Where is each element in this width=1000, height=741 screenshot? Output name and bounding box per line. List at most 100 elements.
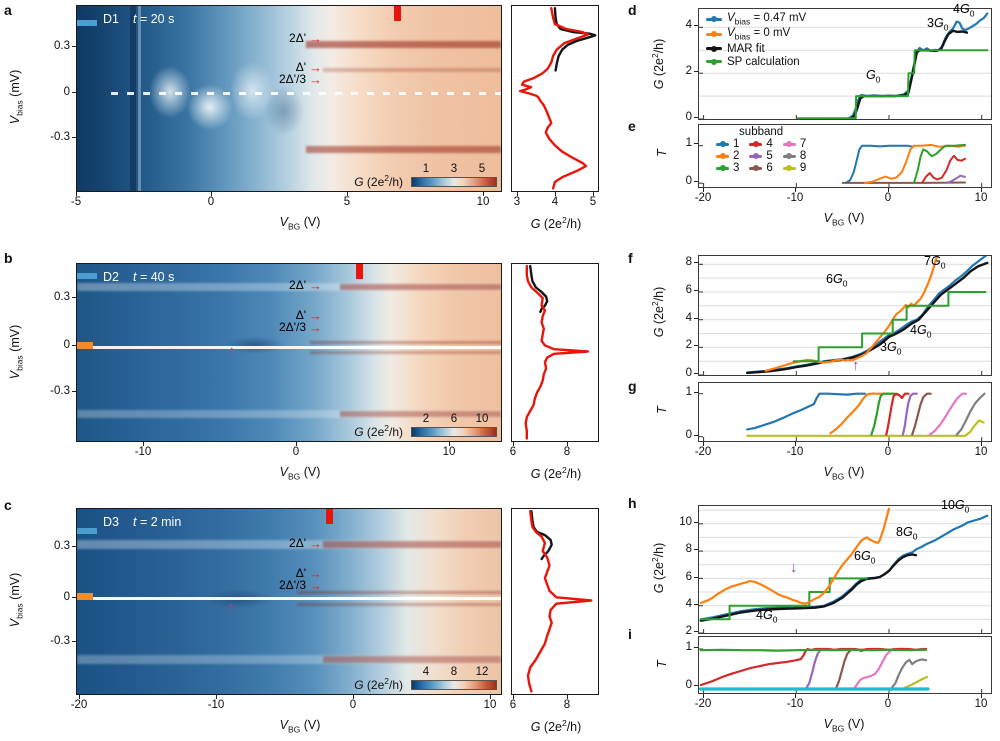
subband-legend: subband 1 4 7 2 5 8 3 6 9 — [716, 126, 806, 174]
g-y-tick: 0 — [662, 429, 699, 441]
c-y-tick: -0.3 — [40, 635, 77, 647]
light-streak — [138, 6, 142, 191]
bias-cut-marker-blue — [77, 528, 97, 534]
zero-bias-line — [77, 346, 501, 349]
legend-item: 3 — [716, 162, 739, 174]
right-arrow-icon: → — [309, 30, 322, 46]
chart-e — [698, 124, 992, 188]
annotation-2delta-thirds: 2Δ'/3 → — [222, 578, 322, 592]
gate-cut-marker-red — [326, 509, 333, 524]
b-y-tick: 0.3 — [40, 291, 77, 303]
colorbar-label: G (2e2/h) — [354, 173, 403, 189]
b-side-x-tick: 6 — [498, 442, 528, 458]
a-x-axis-label: VBG (V) — [279, 215, 321, 232]
device-name: D3 — [103, 515, 119, 529]
h-y-tick: 10 — [662, 516, 699, 528]
annotation-text: 2Δ'/3 — [279, 578, 306, 592]
annotation-text: Δ' — [295, 308, 306, 322]
annotation-delta: Δ' → — [222, 566, 322, 580]
legend-item: MAR fit — [706, 43, 806, 55]
legend-marker — [749, 154, 763, 158]
colorbar-label: G (2e2/h) — [354, 676, 403, 692]
annotation-text: Δ' — [295, 566, 306, 580]
c-y-tick: 0 — [40, 591, 77, 603]
e-x-tick: -20 — [688, 188, 718, 204]
heatmap-c: D3 t = 2 min G (2e2/h) 4 8 12 — [76, 508, 502, 695]
h-y-tick: 4 — [662, 598, 699, 610]
right-arrow-icon: → — [309, 577, 322, 593]
right-arrow-icon: → — [309, 565, 322, 581]
e-x-tick: 10 — [966, 188, 996, 204]
bias-cut-marker-orange — [77, 342, 93, 349]
legend-item: 6 — [749, 162, 773, 174]
mar-band-2dp-neg — [322, 656, 501, 663]
c-x-axis-label: VBG (V) — [279, 718, 321, 735]
b-y-tick: 0 — [40, 339, 77, 351]
colorbar-a: G (2e2/h) 1 3 5 — [354, 163, 497, 189]
device-name: D1 — [103, 12, 119, 26]
panel-letter-c: c — [4, 497, 12, 513]
right-arrow-icon: → — [309, 277, 322, 293]
device-label: D3 t = 2 min — [103, 515, 181, 529]
right-arrow-icon: → — [309, 307, 322, 323]
sub-gap-dark-line — [297, 591, 501, 594]
annotation-text: 2Δ' — [289, 31, 306, 45]
panel-letter-g: g — [628, 378, 637, 394]
annotation-text: 2Δ' — [289, 536, 306, 550]
e-y-tick: 1 — [662, 137, 699, 149]
device-label: D1 t = 20 s — [103, 12, 174, 26]
mar-band-2dp — [305, 41, 501, 48]
c-x-tick: 0 — [338, 695, 368, 711]
bias-cut-marker-blue — [77, 273, 97, 279]
step-label-8G0: 8G0 — [896, 525, 918, 542]
linecut-a — [511, 5, 599, 192]
i-x-tick: 10 — [966, 694, 996, 710]
annotation-delta: Δ' → — [222, 60, 322, 74]
a-y-tick: -0.3 — [40, 131, 77, 143]
annotation-text: 2Δ'/3 — [279, 72, 306, 86]
b-y-axis-label: Vbias (mV) — [7, 324, 25, 380]
right-arrow-icon: → — [309, 535, 322, 551]
chart-d-legend: Vbias = 0.47 mV Vbias = 0 mV MAR fit SP … — [706, 12, 806, 68]
f-y-tick: 6 — [662, 284, 699, 296]
legend-marker — [782, 154, 796, 158]
annotation-2delta-thirds: 2Δ'/3 → — [222, 72, 322, 86]
sub-gap-dark-line — [310, 351, 501, 354]
f-y-tick: 4 — [662, 312, 699, 324]
sub-gap-dark-line — [297, 603, 501, 606]
legend-label: 3 — [733, 162, 740, 174]
annotation-delta: Δ' → — [222, 308, 322, 322]
a-x-tick: -5 — [61, 192, 91, 208]
colorbar-tick: 1 — [422, 163, 430, 175]
legend-label: MAR fit — [727, 42, 765, 55]
panel-letter-a: a — [4, 2, 12, 18]
legend-label: 6 — [766, 162, 773, 174]
light-blob — [229, 61, 274, 121]
device-time: t = 2 min — [132, 515, 182, 529]
legend-item: 5 — [749, 150, 773, 162]
step-label-4G0: 4G0 — [953, 2, 975, 19]
colorbar-c: G (2e2/h) 4 8 12 — [354, 666, 497, 692]
linecut-b — [511, 263, 599, 442]
annotation-2delta: 2Δ' → — [222, 31, 322, 45]
device-name: D2 — [103, 270, 119, 284]
chart-g — [698, 382, 992, 442]
e-y-tick: 0 — [662, 175, 699, 187]
subband-legend-title: subband — [739, 126, 784, 138]
e-x-tick: 0 — [873, 188, 903, 204]
legend-marker — [706, 47, 722, 51]
a-y-tick: 0.3 — [40, 40, 77, 52]
i-y-axis-label: T — [655, 660, 669, 668]
step-label-G0: G0 — [866, 68, 881, 85]
panel-letter-i: i — [628, 626, 632, 642]
g-x-tick: 10 — [966, 442, 996, 458]
a-y-axis-label: Vbias (mV) — [7, 69, 25, 125]
legend-marker — [782, 166, 796, 170]
gate-cut-marker-red — [356, 264, 363, 279]
a-x-tick: 10 — [468, 192, 498, 208]
light-band-2dp-neg — [77, 410, 501, 418]
step-label-3G0: 3G0 — [927, 16, 949, 33]
mar-band-2dp — [322, 541, 501, 548]
feature-arrow-down: ↓ — [790, 559, 798, 576]
legend-marker — [716, 154, 729, 158]
